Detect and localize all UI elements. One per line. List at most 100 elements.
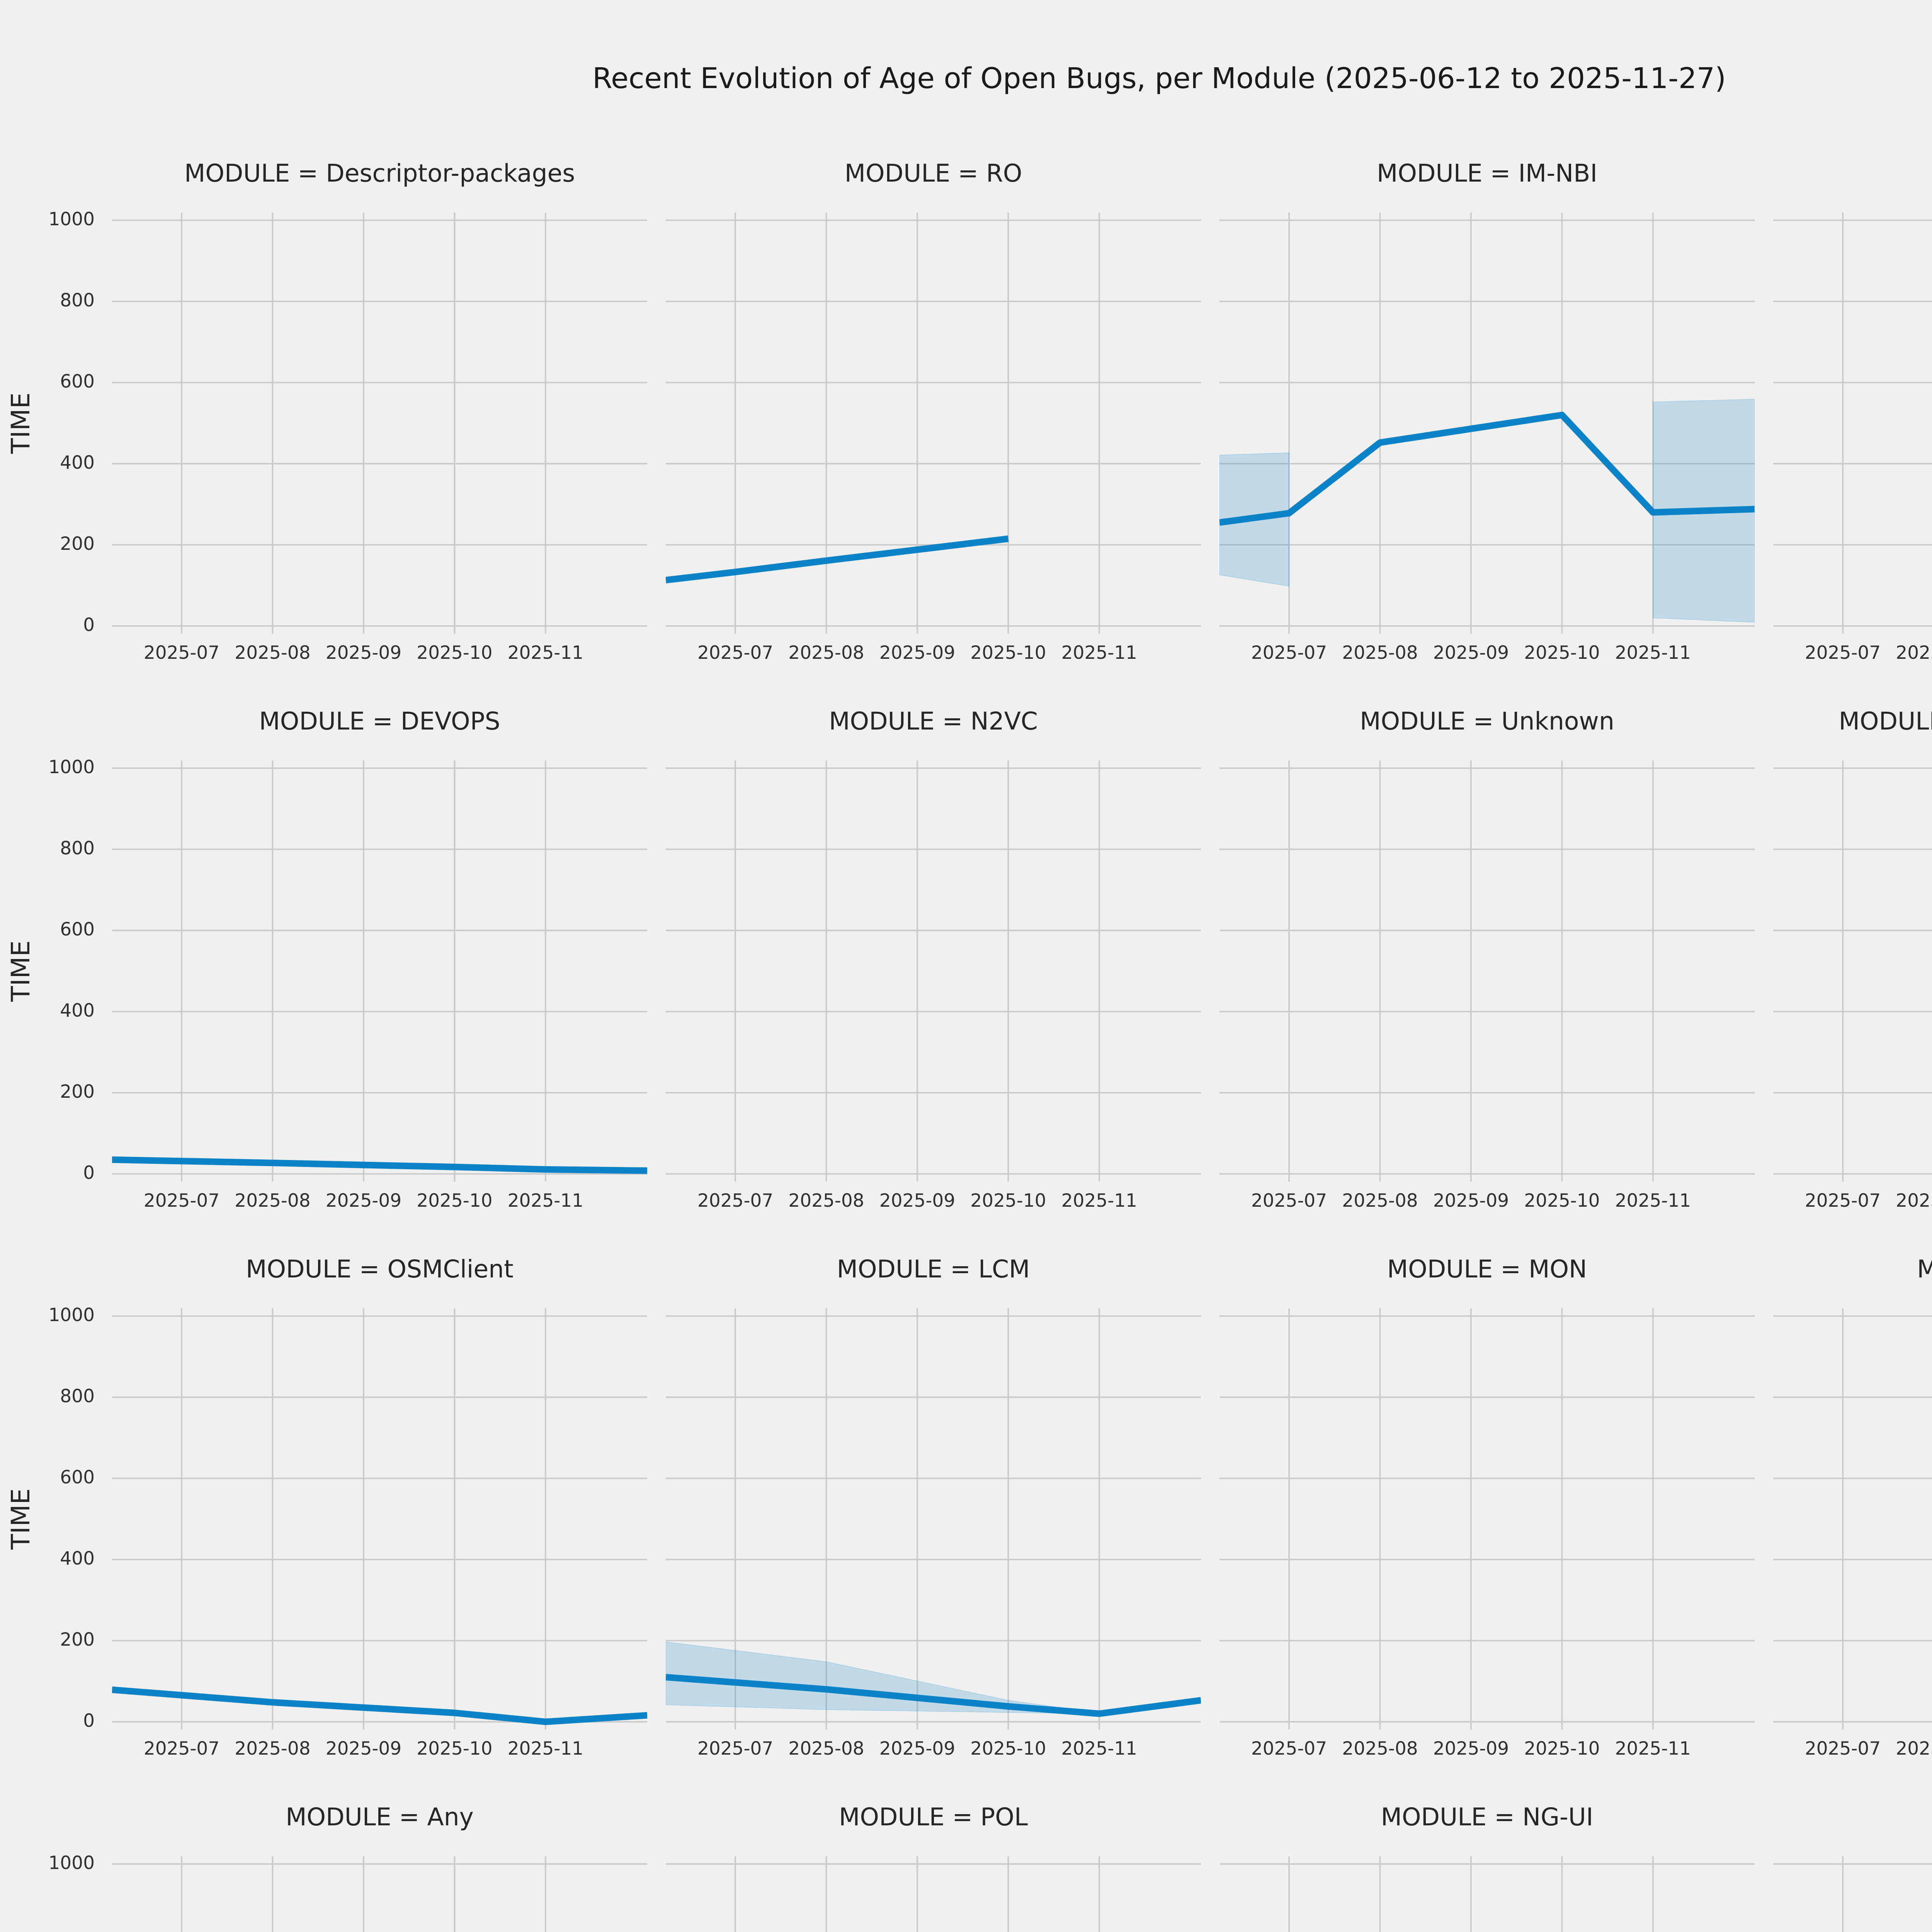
x-tick-label: 2025-10 [970, 1190, 1046, 1211]
x-tick-label: 2025-09 [879, 1738, 956, 1759]
subplot-MON [1219, 1308, 1755, 1730]
y-tick-label: 1000 [48, 757, 95, 778]
y-tick-label: 1000 [48, 1304, 95, 1326]
x-tick-label: 2025-11 [1061, 1190, 1138, 1211]
y-tick-label: 200 [60, 1081, 95, 1102]
x-tick-label: 2025-10 [417, 642, 493, 663]
x-tick-label: 2025-10 [1524, 1738, 1600, 1759]
y-axis-label: TIME [6, 392, 36, 454]
data-line [1219, 412, 1755, 526]
x-tick-label: 2025-09 [1433, 1190, 1509, 1211]
x-tick-label: 2025-10 [970, 642, 1046, 663]
y-tick-label: 1000 [48, 1852, 95, 1874]
x-tick-label: 2025-08 [1896, 1738, 1932, 1759]
data-line [666, 1674, 1201, 1717]
facet-title-N2VC: MODULE = N2VC [829, 707, 1038, 735]
x-tick-label: 2025-08 [235, 1190, 311, 1211]
x-tick-label: 2025-09 [325, 1190, 402, 1211]
x-tick-label: 2025-08 [788, 642, 864, 663]
y-tick-label: 0 [83, 1162, 95, 1184]
x-tick-label: 2025-07 [143, 642, 220, 663]
subplot-IM-NBI [1219, 213, 1755, 634]
x-tick-label: 2025-07 [697, 1190, 774, 1211]
x-tick-label: 2025-07 [143, 1190, 220, 1211]
x-tick-label: 2025-10 [417, 1738, 493, 1759]
chart-title: Recent Evolution of Age of Open Bugs, pe… [592, 62, 1726, 95]
x-tick-label: 2025-09 [325, 642, 402, 663]
x-tick-label: 2025-09 [1433, 642, 1509, 663]
y-tick-label: 400 [60, 1548, 95, 1569]
x-tick-label: 2025-08 [235, 642, 311, 663]
x-tick-label: 2025-11 [1061, 1738, 1138, 1759]
y-tick-label: 1000 [48, 209, 95, 230]
x-tick-label: 2025-08 [235, 1738, 311, 1759]
y-tick-label: 800 [60, 290, 95, 311]
x-tick-label: 2025-07 [697, 642, 774, 663]
x-tick-label: 2025-07 [1251, 642, 1327, 663]
data-line [112, 1156, 647, 1174]
confidence-band [666, 1641, 1100, 1715]
x-tick-label: 2025-08 [788, 1190, 864, 1211]
subplot-NG-UI [1219, 1856, 1755, 1932]
x-tick-label: 2025-08 [1896, 642, 1932, 663]
facet-title-MON: MODULE = MON [1387, 1255, 1587, 1283]
y-tick-label: 800 [60, 1386, 95, 1407]
x-tick-label: 2025-10 [1524, 1190, 1600, 1211]
x-tick-label: 2025-08 [1342, 1738, 1418, 1759]
x-tick-label: 2025-07 [1804, 642, 1881, 663]
x-tick-label: 2025-09 [879, 642, 956, 663]
data-line [666, 535, 1009, 583]
subplot-Any [112, 1856, 647, 1932]
y-tick-label: 600 [60, 371, 95, 392]
y-tick-label: 600 [60, 1467, 95, 1488]
subplot-Other [1773, 213, 1932, 634]
y-tick-label: 800 [60, 838, 95, 859]
subplot-Descriptor-packages [112, 213, 647, 634]
x-tick-label: 2025-11 [507, 642, 584, 663]
y-tick-label: 0 [83, 614, 95, 636]
subplot-RO [666, 213, 1201, 634]
x-tick-label: 2025-11 [1615, 642, 1691, 663]
facet-title-LCM: MODULE = LCM [837, 1255, 1030, 1283]
facet-title-RO: MODULE = RO [844, 159, 1022, 187]
x-tick-label: 2025-07 [1804, 1738, 1881, 1759]
subplot-common [1773, 1308, 1932, 1730]
x-tick-label: 2025-08 [1342, 1190, 1418, 1211]
facet-title-NG-UI: MODULE = NG-UI [1381, 1803, 1594, 1831]
facet-title-IM-NBI: MODULE = IM-NBI [1377, 159, 1597, 187]
facet-title-Documentation / Wiki: MODULE = Documentation / Wiki [1838, 707, 1932, 735]
y-tick-label: 600 [60, 919, 95, 940]
x-tick-label: 2025-09 [879, 1190, 956, 1211]
subplot-DEVOPS [112, 760, 647, 1182]
data-line [112, 1686, 647, 1725]
facet-title-Descriptor-packages: MODULE = Descriptor-packages [184, 159, 575, 187]
x-tick-label: 2025-11 [507, 1190, 584, 1211]
x-tick-label: 2025-08 [1342, 642, 1418, 663]
y-tick-label: 200 [60, 533, 95, 554]
x-tick-label: 2025-07 [697, 1738, 774, 1759]
y-tick-label: 400 [60, 1000, 95, 1021]
facet-title-DEVOPS: MODULE = DEVOPS [259, 707, 500, 735]
x-tick-label: 2025-09 [325, 1738, 402, 1759]
x-tick-label: 2025-07 [143, 1738, 220, 1759]
y-tick-label: 200 [60, 1629, 95, 1650]
subplot-Documentation / Wiki [1773, 760, 1932, 1182]
x-tick-label: 2025-11 [507, 1738, 584, 1759]
x-tick-label: 2025-10 [417, 1190, 493, 1211]
x-tick-label: 2025-11 [1615, 1190, 1691, 1211]
facet-title-OSMClient: MODULE = OSMClient [246, 1255, 514, 1283]
facet-title-common: MODULE = common [1917, 1255, 1932, 1283]
x-tick-label: 2025-11 [1615, 1738, 1691, 1759]
x-tick-label: 2025-10 [1524, 642, 1600, 663]
subplot-LCM [666, 1308, 1201, 1730]
y-tick-label: 400 [60, 452, 95, 473]
y-axis-label: TIME [6, 1488, 36, 1550]
subplot-POL [666, 1856, 1201, 1932]
subplot-Unknown [1219, 760, 1755, 1182]
x-tick-label: 2025-10 [970, 1738, 1046, 1759]
facet-title-POL: MODULE = POL [839, 1803, 1028, 1831]
x-tick-label: 2025-09 [1433, 1738, 1509, 1759]
x-tick-label: 2025-08 [1896, 1190, 1932, 1211]
subplot-PLA [1773, 1856, 1932, 1932]
